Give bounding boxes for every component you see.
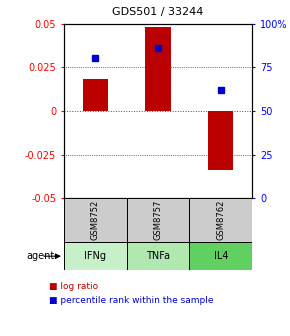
Bar: [127, 242, 189, 270]
Bar: [146, 27, 171, 111]
Text: ■ log ratio: ■ log ratio: [49, 282, 98, 291]
Text: GDS501 / 33244: GDS501 / 33244: [112, 7, 204, 17]
Text: IL4: IL4: [214, 251, 228, 261]
Text: GSM8762: GSM8762: [216, 200, 225, 240]
Bar: [64, 242, 127, 270]
Text: IFNg: IFNg: [84, 251, 106, 261]
Bar: [208, 111, 233, 170]
Bar: [83, 79, 108, 111]
Bar: [189, 198, 252, 242]
Text: GSM8757: GSM8757: [153, 200, 163, 240]
Bar: [189, 242, 252, 270]
Text: ■ percentile rank within the sample: ■ percentile rank within the sample: [49, 296, 214, 305]
Text: GSM8752: GSM8752: [91, 200, 100, 240]
Bar: [64, 198, 127, 242]
Bar: [127, 198, 189, 242]
Text: TNFa: TNFa: [146, 251, 170, 261]
Text: agent: agent: [27, 251, 55, 261]
